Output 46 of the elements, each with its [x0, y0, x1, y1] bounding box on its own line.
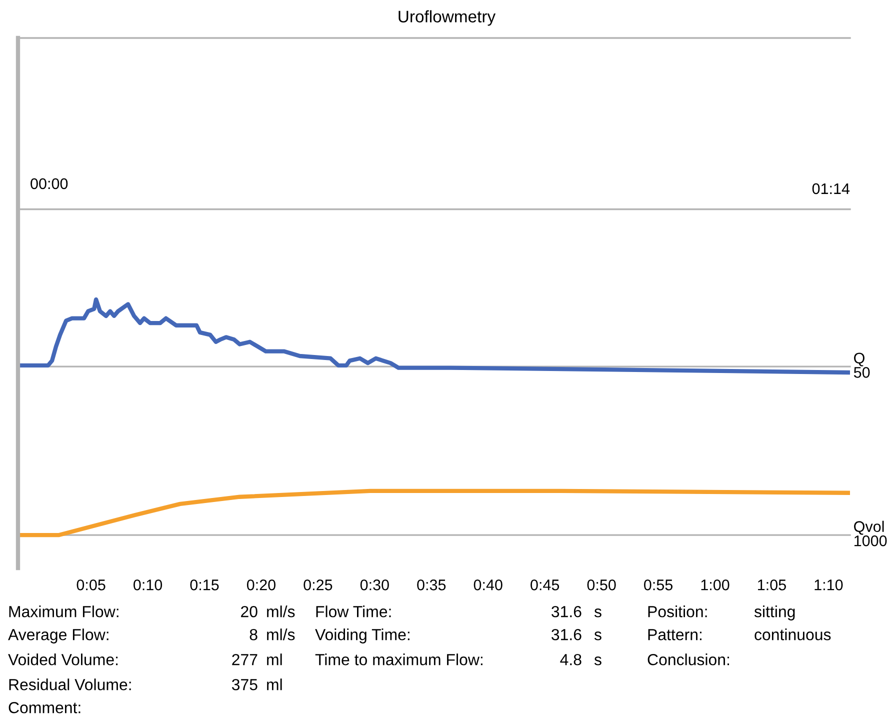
text: 20	[241, 606, 258, 618]
text: Position:	[648, 606, 707, 618]
text: sitting	[754, 606, 795, 620]
text: Comment:	[8, 702, 80, 714]
text: ml	[267, 678, 282, 690]
text: Maximum Flow:	[9, 606, 118, 618]
text: s	[594, 608, 602, 618]
text: 01:14	[812, 183, 850, 194]
text: Average Flow:	[8, 628, 108, 644]
x-tick-label: 0:10	[134, 580, 162, 590]
text: ml	[267, 654, 282, 666]
x-tick-label: 0:15	[190, 580, 219, 590]
x-tick-label: 0:35	[417, 580, 446, 590]
x-tick-label: 0:45	[530, 580, 560, 590]
x-tick-label: 0:40	[474, 580, 502, 590]
x-tick-label: 0:05	[76, 580, 106, 590]
text: 31.6	[552, 628, 582, 640]
text: ml/s	[267, 628, 295, 640]
text: s	[594, 656, 602, 666]
text: 4.8	[560, 654, 582, 666]
text: 31.6	[552, 606, 582, 618]
x-tick-label: 0:55	[644, 580, 673, 590]
x-tick-label: 0:50	[587, 580, 616, 590]
text: Residual Volume:	[9, 678, 131, 690]
x-tick-label: 1:00	[701, 580, 730, 590]
text: 277	[232, 654, 258, 666]
text: Conclusion:	[648, 654, 729, 666]
text: Voided Volume:	[8, 654, 118, 666]
text: Voiding Time:	[315, 628, 410, 644]
x-tick-label: 1:10	[814, 580, 843, 590]
x-tick-label: 0:20	[246, 580, 276, 590]
x-tick-label: 0:25	[304, 580, 332, 590]
text: 8	[250, 628, 258, 640]
ref-line-label: Qvol 1000	[854, 520, 887, 546]
chart-title: Uroflowmetry	[398, 10, 496, 26]
x-tick-label: 1:05	[758, 580, 786, 590]
text: 00:00	[30, 178, 68, 190]
text: s	[594, 632, 602, 640]
text: Pattern:	[648, 629, 702, 640]
text: continuous	[754, 628, 831, 640]
text: Time to maximum Flow:	[315, 654, 482, 666]
text: ml/s	[267, 606, 295, 618]
ref-line-label: Q 50	[854, 352, 870, 378]
x-tick-label: 0:30	[360, 580, 389, 590]
text: Flow Time:	[316, 606, 391, 618]
text: 375	[232, 678, 258, 690]
